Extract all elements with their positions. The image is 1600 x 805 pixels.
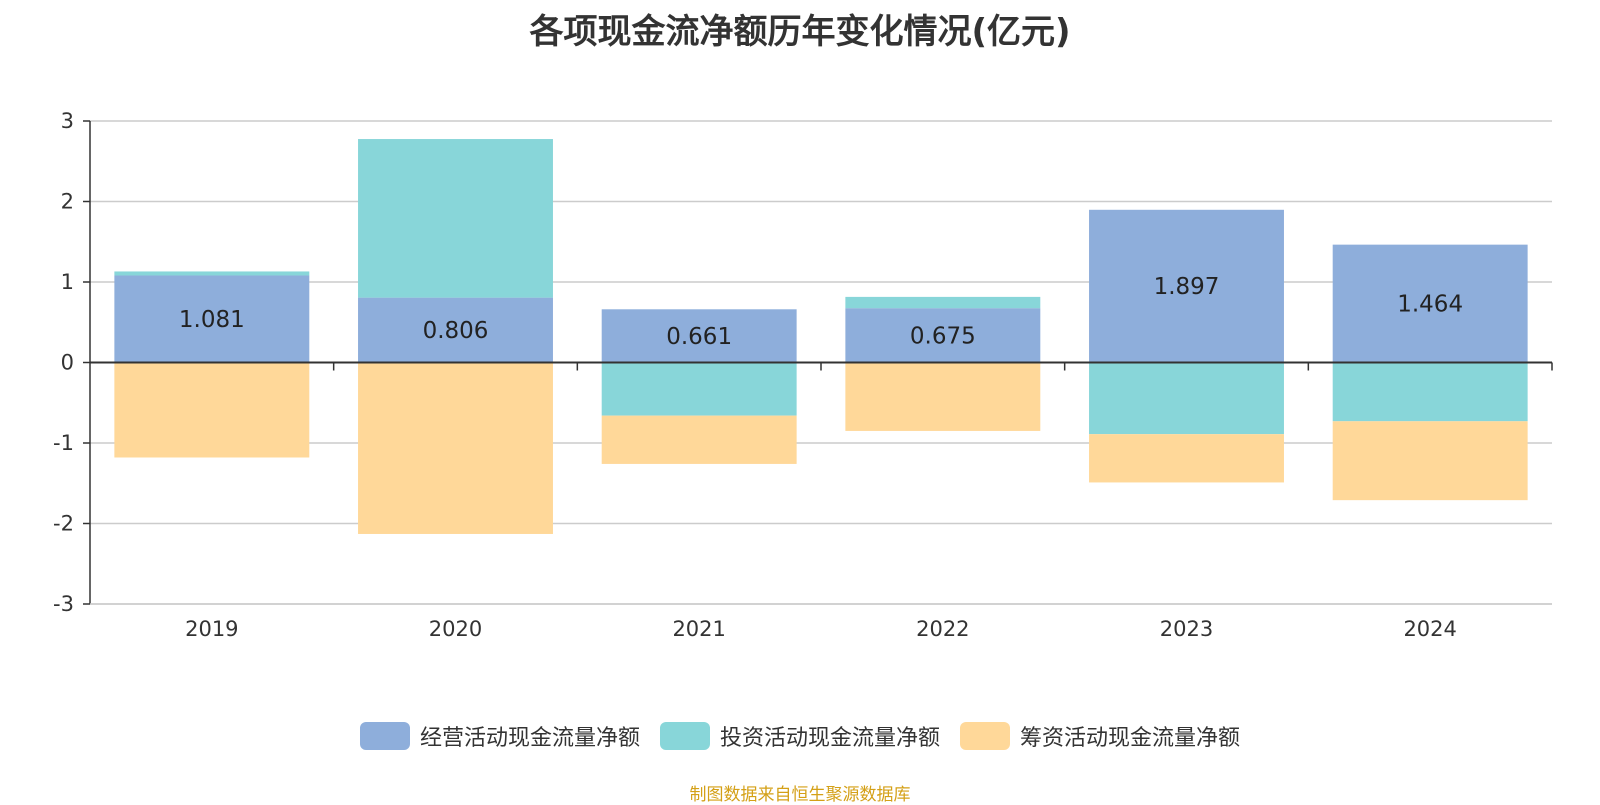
bar-segment <box>358 297 553 363</box>
bar-segment <box>358 139 553 298</box>
legend-swatch <box>359 722 410 750</box>
source-note: 制图数据来自恒生聚源数据库 <box>689 785 911 805</box>
y-tick-label: 1 <box>61 270 74 294</box>
legend-label: 经营活动现金流量净额 <box>419 726 640 751</box>
bar-segment <box>1332 362 1528 422</box>
bar-segment <box>1332 244 1528 363</box>
bar-segment <box>114 362 310 458</box>
data-label: 1.897 <box>1154 274 1220 300</box>
legend-swatch <box>659 722 710 750</box>
bar-segment <box>601 309 797 363</box>
x-tick-label: 2021 <box>672 617 725 641</box>
bar-segment <box>845 308 1041 363</box>
bar-segment <box>358 362 553 534</box>
legend-item[interactable]: 筹资活动现金流量净额 <box>960 720 1240 752</box>
bar-segment <box>1089 209 1284 363</box>
stacked-bar-chart: 3 2 1 0 -1 -2 -3 2019 2020 2021 2022 2023 2024 1.081… <box>53 109 1553 641</box>
legend-item[interactable]: 投资活动现金流量净额 <box>659 720 940 752</box>
chart-title: 各项现金流净额历年变化情况(亿元) <box>529 12 1071 52</box>
y-tick-label: 3 <box>61 109 74 133</box>
y-tick-label: -3 <box>53 592 74 616</box>
data-label: 1.081 <box>179 307 245 333</box>
y-tick-label: -1 <box>53 431 74 455</box>
x-tick-label: 2022 <box>916 617 969 641</box>
axes: 3 2 1 0 -1 -2 -3 2019 2020 2021 2022 2023 2024 <box>53 109 1553 641</box>
y-tick-label: 0 <box>61 351 74 375</box>
bar-segment <box>114 275 310 363</box>
legend-label: 投资活动现金流量净额 <box>719 726 940 751</box>
x-tick-label: 2023 <box>1160 617 1213 641</box>
legend-item[interactable]: 经营活动现金流量净额 <box>359 720 640 752</box>
legend-swatch <box>960 722 1010 750</box>
x-tick-label: 2019 <box>185 617 238 641</box>
bar-segment <box>845 296 1041 309</box>
data-labels: 1.081 0.806 0.661 0.675 1.897 1.464 <box>179 274 1463 350</box>
bar-segment <box>601 415 797 464</box>
data-label: 0.661 <box>666 324 732 350</box>
bar-segment <box>1089 434 1284 483</box>
bar-segment <box>1332 421 1528 501</box>
bar-segment <box>845 362 1041 431</box>
y-tick-label: -2 <box>53 512 74 536</box>
data-label: 1.464 <box>1397 292 1463 318</box>
bar-segment <box>1089 362 1284 435</box>
legend: 经营活动现金流量净额 投资活动现金流量净额 筹资活动现金流量净额 <box>0 720 1600 752</box>
data-label: 0.806 <box>423 318 489 344</box>
data-label: 0.675 <box>910 323 976 349</box>
legend-label: 筹资活动现金流量净额 <box>1020 726 1241 751</box>
bar-segment <box>601 362 797 416</box>
x-tick-label: 2024 <box>1403 617 1456 641</box>
x-tick-label: 2020 <box>429 617 482 641</box>
y-tick-label: 2 <box>61 190 74 214</box>
bar-segment <box>114 271 310 276</box>
bars <box>114 139 1528 534</box>
